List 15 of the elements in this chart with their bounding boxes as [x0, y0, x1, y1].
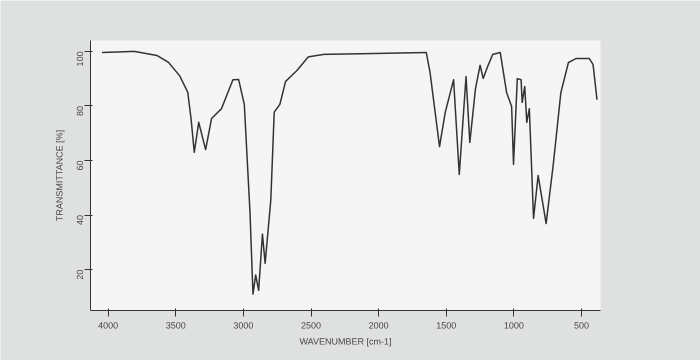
y-tick-label: 20 [75, 270, 85, 280]
y-tick-label: 60 [75, 160, 85, 171]
x-tick-label: 2500 [300, 320, 322, 330]
x-tick-label: 1500 [436, 320, 456, 330]
x-tick-label: 4000 [98, 320, 118, 330]
x-tick-label: 500 [574, 320, 590, 330]
x-tick-label: 3000 [233, 320, 254, 330]
x-axis-title: WAVENUMBER [cm-1] [300, 336, 392, 346]
x-tick-label: 1000 [504, 320, 524, 330]
y-tick-label: 40 [75, 215, 85, 226]
y-tick-label: 100 [75, 51, 85, 66]
y-tick-label: 80 [75, 106, 85, 116]
x-tick-label: 3500 [166, 320, 186, 330]
x-tick-label: 2000 [368, 320, 389, 330]
y-axis-title: TRANSMITTANCE [%] [54, 130, 64, 222]
